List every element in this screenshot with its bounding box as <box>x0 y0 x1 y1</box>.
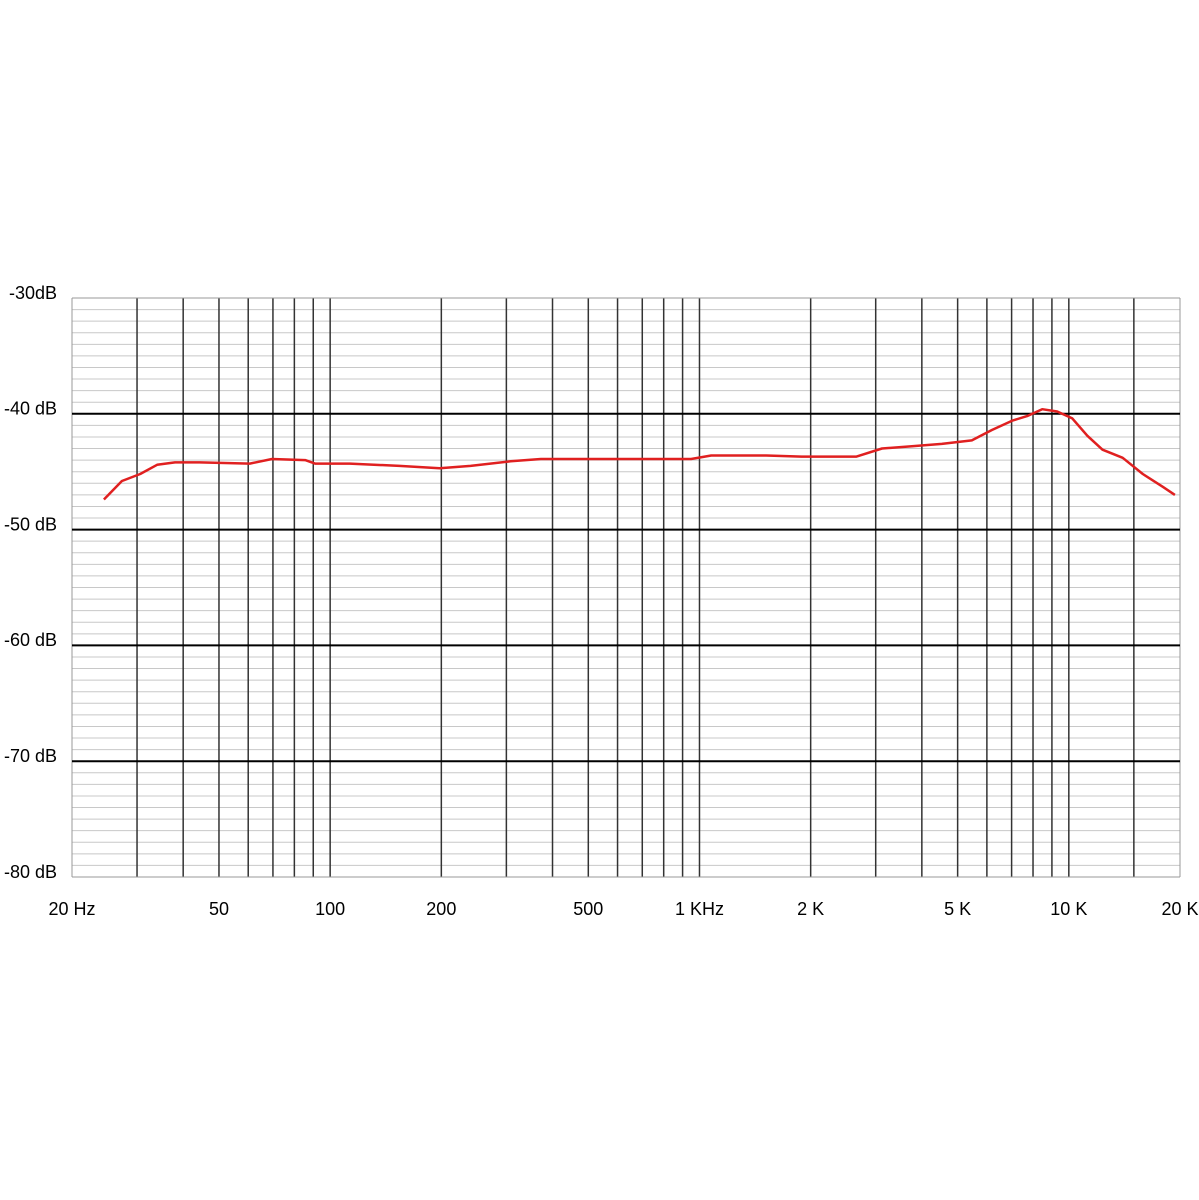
x-tick-label: 100 <box>315 899 345 919</box>
x-tick-label: 500 <box>573 899 603 919</box>
x-tick-label: 50 <box>209 899 229 919</box>
y-tick-label: -60 dB <box>4 630 57 650</box>
y-tick-label: -50 dB <box>4 514 57 534</box>
x-tick-label: 20 Hz <box>48 899 95 919</box>
y-tick-label: -40 dB <box>4 399 57 419</box>
y-tick-label: -70 dB <box>4 746 57 766</box>
y-tick-label: -30dB <box>9 283 57 303</box>
x-tick-label: 1 KHz <box>675 899 724 919</box>
x-tick-label: 5 K <box>944 899 971 919</box>
x-tick-label: 10 K <box>1050 899 1087 919</box>
x-tick-label: 200 <box>426 899 456 919</box>
y-tick-label: -80 dB <box>4 862 57 882</box>
x-tick-label: 20 K <box>1161 899 1198 919</box>
response-line <box>103 407 1176 501</box>
x-tick-label: 2 K <box>797 899 824 919</box>
